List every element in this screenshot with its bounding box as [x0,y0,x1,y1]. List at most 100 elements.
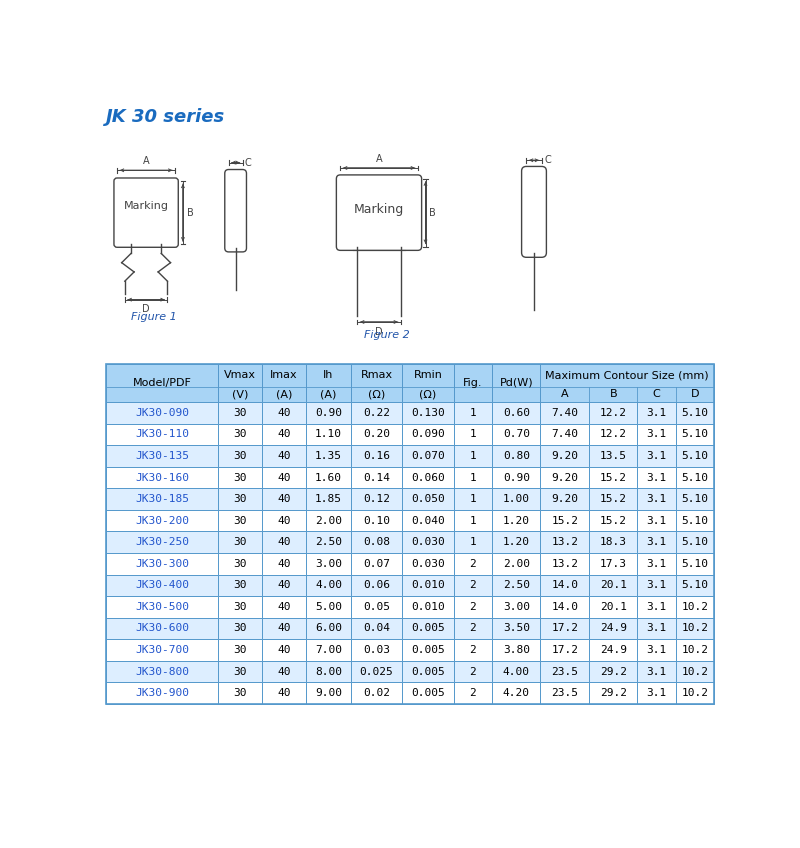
Text: 5.10: 5.10 [682,559,708,569]
Bar [541,639,589,661]
Text: 9.20: 9.20 [551,494,578,504]
Text: 1: 1 [470,537,476,547]
Text: 0.90: 0.90 [315,408,342,418]
Bar [676,532,714,553]
Text: Maximum Contour Size (mm): Maximum Contour Size (mm) [546,370,709,380]
Bar [638,596,676,617]
Bar [454,402,492,424]
Bar [402,424,454,445]
Bar [402,466,454,488]
Text: 3.1: 3.1 [646,580,666,590]
Text: Fig.: Fig. [463,378,482,388]
Text: 0.060: 0.060 [411,472,445,483]
Text: JK30-500: JK30-500 [135,602,189,612]
Bar [262,532,306,553]
Bar [306,445,350,466]
Bar [106,402,218,424]
Text: 15.2: 15.2 [551,516,578,526]
Text: 5.10: 5.10 [682,516,708,526]
Bar [350,639,402,661]
Text: D: D [375,326,383,337]
Bar [454,466,492,488]
Text: 4.00: 4.00 [502,667,530,677]
Bar [589,532,638,553]
Text: 3.1: 3.1 [646,667,666,677]
Text: 40: 40 [278,494,291,504]
Bar [306,575,350,596]
Text: 1: 1 [470,472,476,483]
Bar [676,639,714,661]
Bar [218,488,262,510]
Bar [218,596,262,617]
Bar [218,683,262,704]
Bar [306,424,350,445]
Text: Ih: Ih [323,370,334,380]
Bar [492,639,541,661]
Bar [106,466,218,488]
Bar [589,466,638,488]
Bar [350,553,402,575]
Bar [541,402,589,424]
Bar [492,553,541,575]
Bar [306,488,350,510]
Bar [262,639,306,661]
Bar [306,402,350,424]
Bar [306,596,350,617]
Text: 23.5: 23.5 [551,688,578,698]
Bar [306,510,350,532]
Text: Figure 1: Figure 1 [131,312,177,322]
Text: 24.9: 24.9 [600,645,626,655]
Bar [676,488,714,510]
Bar [638,661,676,683]
Text: JK30-135: JK30-135 [135,451,189,461]
Bar [589,617,638,639]
Text: 40: 40 [278,537,291,547]
Text: 0.005: 0.005 [411,623,445,633]
Bar [218,617,262,639]
Bar [492,466,541,488]
Bar [589,488,638,510]
Text: 0.005: 0.005 [411,645,445,655]
Text: 2.50: 2.50 [502,580,530,590]
Text: JK30-200: JK30-200 [135,516,189,526]
Text: (V): (V) [232,389,248,399]
Bar [306,553,350,575]
Text: 0.050: 0.050 [411,494,445,504]
Text: 0.130: 0.130 [411,408,445,418]
Text: 3.1: 3.1 [646,688,666,698]
Text: 15.2: 15.2 [600,494,626,504]
Bar [492,683,541,704]
Bar [589,445,638,466]
Text: 20.1: 20.1 [600,602,626,612]
Text: 0.14: 0.14 [363,472,390,483]
Text: JK30-110: JK30-110 [135,429,189,439]
Text: 3.00: 3.00 [502,602,530,612]
Text: JK30-800: JK30-800 [135,667,189,677]
Text: 3.00: 3.00 [315,559,342,569]
Bar [106,683,218,704]
Text: Pd(W): Pd(W) [499,378,533,388]
Text: 30: 30 [233,559,246,569]
Bar [350,575,402,596]
Text: 40: 40 [278,472,291,483]
Text: 40: 40 [278,602,291,612]
Bar [218,424,262,445]
Text: 2: 2 [470,667,476,677]
Bar [350,661,402,683]
Text: 30: 30 [233,645,246,655]
Text: Model/PDF: Model/PDF [133,378,191,388]
Text: 40: 40 [278,645,291,655]
Bar [306,466,350,488]
Text: 0.08: 0.08 [363,537,390,547]
Text: 15.2: 15.2 [600,472,626,483]
Text: 12.2: 12.2 [600,429,626,439]
Text: 0.16: 0.16 [363,451,390,461]
Text: 8.00: 8.00 [315,667,342,677]
Text: 20.1: 20.1 [600,580,626,590]
Bar [350,532,402,553]
Text: 4.00: 4.00 [315,580,342,590]
Text: Imax: Imax [270,370,298,380]
Bar [589,661,638,683]
Text: 40: 40 [278,623,291,633]
Text: C: C [653,389,661,399]
